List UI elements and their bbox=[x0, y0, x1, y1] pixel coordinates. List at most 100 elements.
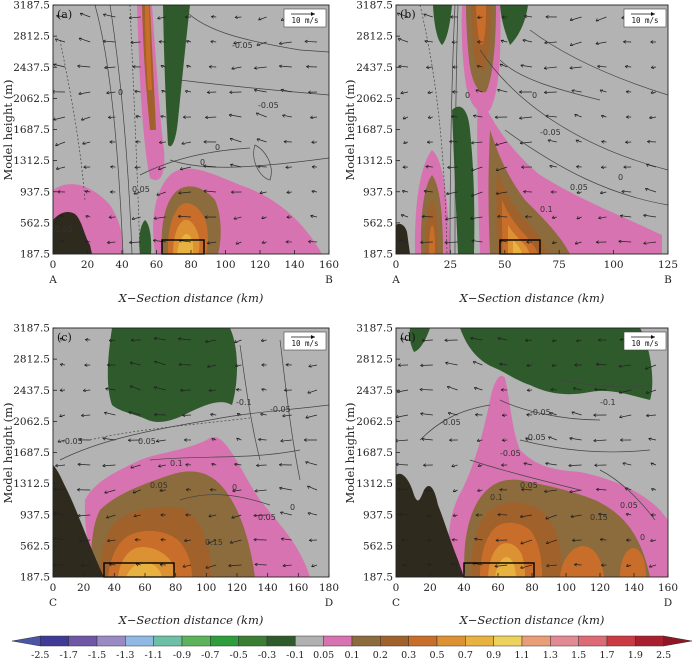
x-tick-label: 120 bbox=[227, 582, 247, 594]
wind-vector bbox=[280, 511, 292, 516]
wind-vector bbox=[647, 141, 657, 143]
y-tick-label: 2062.5 bbox=[356, 416, 393, 428]
wind-vector bbox=[234, 339, 242, 344]
wind-vector bbox=[205, 116, 217, 118]
wind-vector-head bbox=[519, 90, 523, 94]
wind-vector-head bbox=[130, 465, 134, 469]
colorbar-label: -2.5 bbox=[31, 650, 49, 661]
wind-vector bbox=[178, 338, 192, 341]
wind-vector bbox=[258, 16, 267, 21]
wind-vector-head bbox=[499, 63, 504, 67]
x-tick-label: 160 bbox=[288, 582, 308, 594]
panel-d-start-label: C bbox=[392, 597, 400, 609]
wind-vector-head bbox=[55, 142, 59, 147]
wind-vector bbox=[451, 115, 458, 118]
wind-vector-head bbox=[184, 89, 189, 94]
panel-a-contour-labels: -0.05 0 0.05 0 0.05 0 -0.05 bbox=[55, 41, 279, 234]
wind-vector-head bbox=[494, 115, 498, 119]
wind-vector-head bbox=[601, 140, 605, 144]
wind-vector bbox=[103, 13, 116, 18]
wind-vector-head bbox=[254, 489, 258, 493]
wind-vector-head bbox=[599, 89, 603, 93]
wind-vector-head bbox=[285, 240, 289, 244]
wind-vector bbox=[77, 463, 91, 466]
wind-vector bbox=[546, 564, 557, 567]
wind-vector-head bbox=[420, 363, 424, 368]
wind-vector-head bbox=[646, 413, 650, 418]
wind-vector-head bbox=[402, 165, 406, 169]
wind-vector-head bbox=[476, 438, 481, 442]
wind-vector bbox=[574, 113, 582, 118]
wind-vector-head bbox=[402, 116, 407, 120]
y-tick-label: 937.5 bbox=[363, 509, 393, 521]
wind-vector-head bbox=[81, 413, 85, 418]
wind-vector-head bbox=[178, 362, 182, 367]
wind-vector bbox=[499, 363, 508, 366]
wind-vector-head bbox=[548, 436, 552, 440]
wind-vector bbox=[83, 389, 91, 392]
wind-vector bbox=[526, 364, 533, 367]
wind-vector bbox=[305, 461, 318, 466]
wind-vector bbox=[495, 141, 508, 146]
wind-vector-head bbox=[154, 360, 158, 365]
wind-vector bbox=[596, 363, 607, 366]
wind-vector-head bbox=[133, 513, 137, 518]
wind-vector-head bbox=[255, 112, 260, 116]
wind-vector bbox=[53, 511, 66, 516]
wind-vector-head bbox=[520, 541, 524, 545]
wind-vector bbox=[104, 412, 116, 416]
colorbar-cell bbox=[635, 635, 664, 647]
colorbar-cell bbox=[663, 635, 693, 647]
wind-vector bbox=[594, 388, 607, 391]
wind-vector bbox=[446, 191, 458, 195]
colorbar-cell bbox=[11, 635, 41, 647]
wind-vector bbox=[80, 564, 91, 566]
panel-c-y-axis-label: Model height (m) bbox=[1, 402, 15, 503]
x-tick-label: 100 bbox=[196, 582, 216, 594]
colorbar-label: 0.2 bbox=[373, 650, 388, 661]
wind-vector-head bbox=[501, 438, 506, 442]
x-tick-label: 50 bbox=[498, 259, 511, 271]
wind-vector-head bbox=[60, 239, 64, 244]
wind-vector-head bbox=[621, 189, 625, 194]
colorbar-cell bbox=[96, 635, 126, 647]
y-tick-label: 1687.5 bbox=[356, 447, 393, 459]
contour-label: -0.1 bbox=[236, 398, 252, 407]
wind-vector-head bbox=[178, 191, 182, 195]
wind-vector-head bbox=[134, 89, 138, 94]
wind-vector bbox=[53, 488, 66, 491]
x-tick-label: 100 bbox=[604, 259, 624, 271]
wind-vector bbox=[156, 439, 166, 442]
y-tick-label: 1312.5 bbox=[13, 478, 50, 490]
wind-vector bbox=[234, 463, 242, 466]
wind-vector-head bbox=[599, 538, 603, 542]
wind-vector bbox=[57, 439, 66, 443]
wind-vector bbox=[282, 414, 292, 417]
panel-c-x-axis-label: X−Section distance (km) bbox=[118, 613, 264, 627]
wind-vector bbox=[569, 489, 582, 493]
wind-vector-head bbox=[626, 563, 630, 567]
colorbar-label: -1.1 bbox=[145, 650, 163, 661]
wind-vector-head bbox=[208, 514, 212, 518]
wind-vector-head bbox=[622, 462, 626, 466]
contour-label: 0.05 bbox=[55, 225, 73, 234]
wind-vector bbox=[523, 462, 533, 466]
wind-vector bbox=[571, 411, 582, 416]
wind-vector-head bbox=[625, 115, 629, 119]
wind-vector-head bbox=[423, 463, 427, 467]
wind-vector bbox=[81, 414, 91, 417]
y-tick-label: 2812.5 bbox=[13, 31, 50, 43]
wind-vector-head bbox=[397, 363, 402, 367]
colorbar-cell bbox=[238, 635, 268, 647]
wind-vector bbox=[396, 414, 409, 418]
y-tick-label: 937.5 bbox=[20, 186, 50, 198]
wind-vector-head bbox=[396, 12, 401, 16]
contour-label: 0.05 bbox=[132, 185, 150, 194]
wind-vector-head bbox=[310, 214, 314, 219]
wind-vector-head bbox=[544, 90, 548, 95]
contour-label: 0 bbox=[200, 158, 205, 167]
wind-vector-head bbox=[572, 387, 577, 391]
wind-vector-head bbox=[569, 437, 573, 441]
wind-vector-head bbox=[82, 388, 87, 393]
wind-vector bbox=[425, 489, 433, 492]
